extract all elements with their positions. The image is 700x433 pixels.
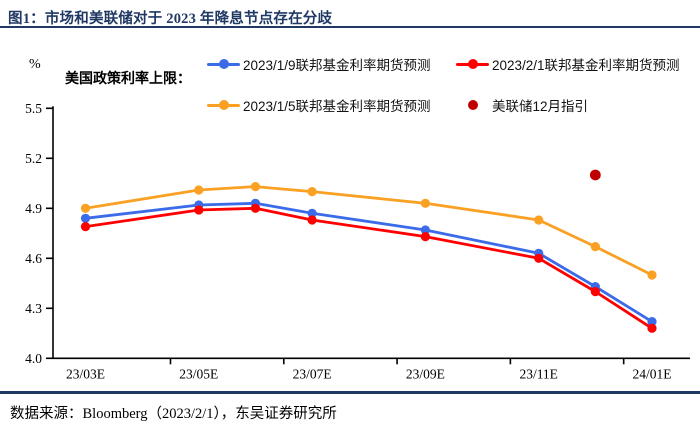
legend-item-futures-0201: 2023/2/1联邦基金利率期货预测: [456, 56, 680, 73]
series-point: [647, 270, 657, 280]
legend-dot-marker: [456, 99, 489, 111]
series-point: [194, 205, 204, 215]
axis-tick-label: 4.6: [25, 251, 42, 266]
axis-tick-label: 23/09E: [406, 366, 445, 381]
series-point: [250, 203, 261, 213]
series-line: [84, 206, 654, 330]
legend-label: 美联储12月指引: [492, 99, 589, 114]
series-point: [647, 323, 657, 333]
series-point: [534, 253, 544, 263]
y-axis-unit-label: %: [29, 57, 41, 72]
series-line: [84, 185, 654, 277]
axis-tick-label: 23/07E: [293, 366, 332, 381]
series-point: [80, 203, 91, 213]
series-point: [194, 185, 204, 195]
series-point: [590, 242, 600, 252]
axis-tick-label: 24/01E: [633, 366, 672, 381]
footer-divider: [0, 391, 700, 394]
series-point: [80, 213, 91, 223]
axis-tick-label: 23/05E: [179, 366, 218, 381]
figure-title: 图1：市场和美联储对于 2023 年降息节点存在分歧: [8, 11, 333, 27]
legend-item-futures-0109: 2023/1/9联邦基金利率期货预测: [207, 56, 431, 73]
series-point: [307, 187, 317, 197]
legend-line-dot-marker: [456, 58, 489, 70]
series-point: [307, 215, 317, 225]
fed-guidance-point: [589, 169, 601, 181]
series-point: [250, 182, 261, 192]
series-point: [420, 232, 430, 242]
legend-line-dot-marker: [207, 99, 240, 111]
series-point: [590, 287, 600, 297]
legend-label: 2023/1/5联邦基金利率期货预测: [243, 99, 431, 114]
axis-tick-label: 23/11E: [519, 366, 558, 381]
legend-label: 2023/1/9联邦基金利率期货预测: [243, 58, 431, 73]
series-point: [534, 215, 544, 225]
series-point: [80, 222, 91, 232]
axis-tick-label: 5.5: [25, 101, 42, 116]
data-source: 数据来源：Bloomberg（2023/2/1），东吴证券研究所: [10, 406, 337, 422]
series-line: [84, 201, 654, 324]
axis-tick-label: 4.3: [25, 301, 42, 316]
axis-tick-label: 5.2: [25, 151, 42, 166]
series-point: [420, 198, 430, 208]
legend-label: 2023/2/1联邦基金利率期货预测: [492, 58, 680, 73]
title-divider: [0, 26, 700, 28]
legend-item-futures-0105: 2023/1/5联邦基金利率期货预测: [207, 97, 431, 114]
axis-tick-label: 4.9: [25, 201, 42, 216]
axis-tick-label: 23/03E: [66, 366, 105, 381]
legend-line-dot-marker: [207, 58, 240, 70]
series-point: [307, 208, 317, 218]
legend-item-fed-guidance: 美联储12月指引: [456, 97, 589, 114]
series-point: [420, 225, 430, 235]
series-point: [647, 317, 657, 327]
axis-tick-label: 4.0: [25, 351, 42, 366]
legend-prefix-label: 美国政策利率上限：: [65, 70, 191, 86]
